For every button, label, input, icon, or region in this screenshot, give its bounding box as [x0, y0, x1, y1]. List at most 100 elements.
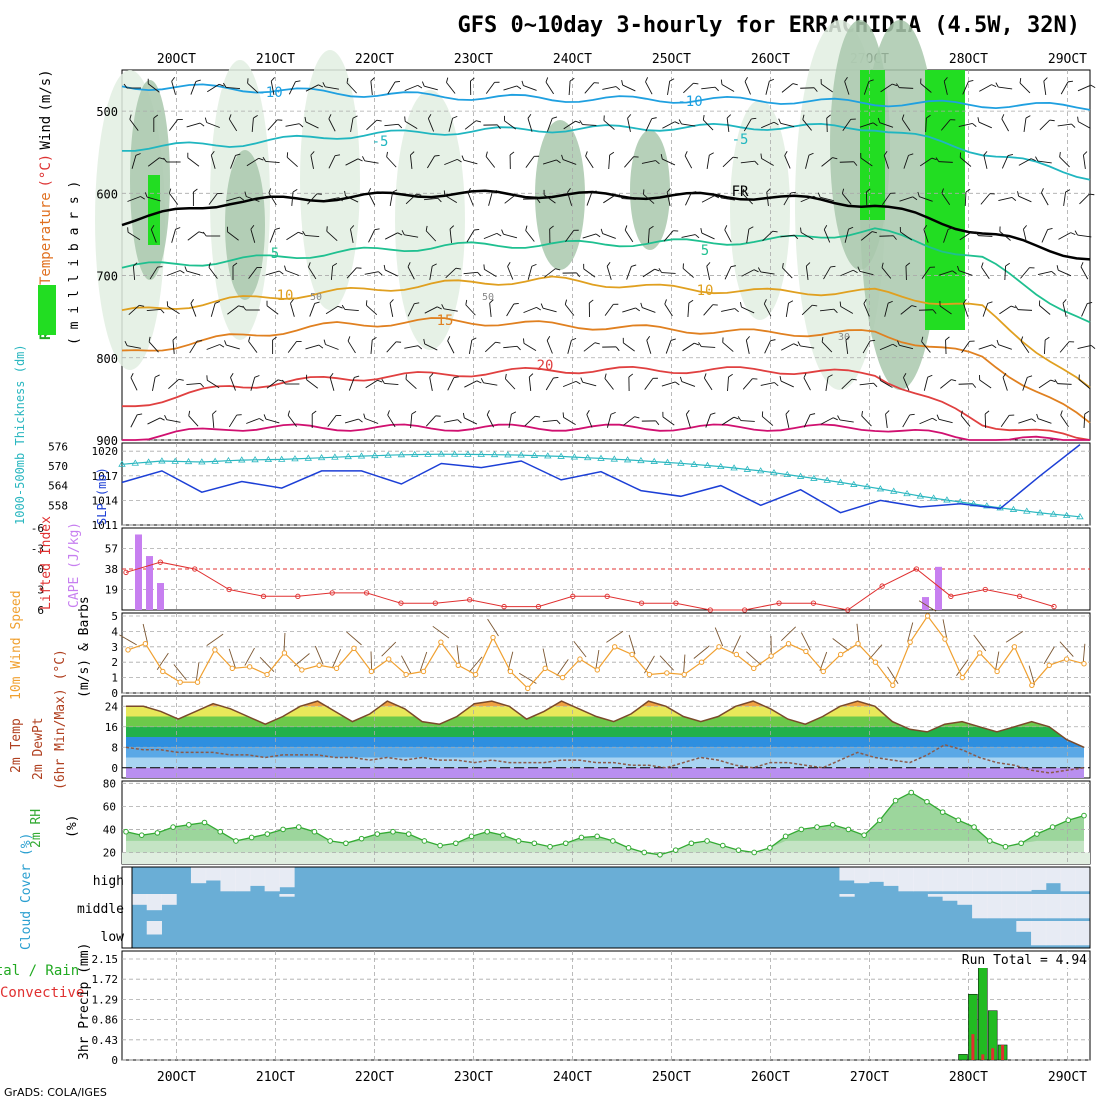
wind-barb	[344, 190, 359, 203]
wind-barb	[984, 410, 990, 429]
wind-barb	[250, 375, 260, 391]
wind-barb	[272, 336, 277, 354]
wind-barb	[823, 225, 831, 243]
wind-barb	[925, 114, 931, 133]
y-tick-pressure: 900	[96, 434, 118, 448]
wind-barb	[423, 197, 442, 203]
isotherm-label: 5	[271, 246, 279, 262]
wind-barb	[746, 226, 754, 243]
wind-speed-point	[820, 668, 826, 675]
wind-barb	[127, 196, 146, 202]
cloud-cell-middle	[146, 894, 162, 911]
wind-barb	[1001, 154, 1014, 169]
wind-barb	[344, 418, 363, 424]
wind-barb	[323, 339, 339, 350]
wind-barb	[306, 374, 319, 389]
wind-barb	[661, 381, 680, 387]
wind-barb-10m	[800, 632, 811, 651]
wind-barb	[310, 151, 315, 169]
wind-barb	[250, 225, 256, 243]
wind-barb	[350, 115, 358, 132]
chart-title: GFS 0~10day 3-hourly for ERRACHIDIA (4.5…	[457, 13, 1080, 38]
rh-point	[751, 849, 757, 856]
wind-speed-point	[333, 665, 340, 672]
rh-point	[500, 832, 506, 838]
wind-barb	[346, 77, 357, 94]
wind-barb-10m	[573, 640, 587, 658]
wind-barb	[760, 382, 779, 387]
rh-point	[547, 843, 553, 850]
wind-barb	[682, 342, 700, 352]
wind-speed-point	[977, 650, 983, 656]
wind-barb	[172, 336, 178, 355]
wind-barb	[470, 77, 475, 96]
cloud-cell-middle	[839, 894, 855, 897]
wind-barb	[270, 77, 275, 95]
wind-barb	[228, 114, 238, 132]
y-tick-thickness: 558	[48, 499, 68, 512]
wind-barb	[329, 373, 335, 391]
wind-barb	[424, 306, 442, 314]
wind-barb	[389, 189, 398, 206]
wind-barb	[404, 345, 423, 350]
wind-barb	[683, 82, 699, 94]
wind-barb	[859, 382, 878, 388]
panel-frame-3	[121, 612, 1091, 694]
wind-speed-point	[281, 650, 288, 656]
wind-barb	[600, 228, 616, 239]
ylabel-rh-unit: (%)	[65, 815, 80, 838]
wind-barb	[144, 192, 161, 202]
wind-barb	[522, 198, 541, 204]
rh-point	[1049, 824, 1056, 830]
wind-speed-point	[455, 662, 461, 668]
wind-barb	[943, 227, 953, 243]
y-tick-cape: 57	[105, 543, 118, 556]
wind-barb	[757, 267, 775, 275]
wind-barb	[720, 79, 735, 92]
wind-barb-10m	[156, 652, 169, 670]
wind-barb	[524, 415, 541, 427]
wind-barb	[646, 336, 652, 354]
rh-point	[672, 847, 679, 853]
wind-barb	[761, 411, 774, 426]
ylabel-rh: 2m RH	[29, 809, 44, 848]
wind-barb	[964, 188, 971, 207]
precip-conv-bar	[991, 1048, 995, 1060]
wind-barb	[885, 410, 890, 429]
wind-barb	[780, 234, 799, 240]
wind-barb	[860, 231, 877, 241]
wind-barb	[580, 377, 597, 387]
cloud-cell-high	[839, 867, 855, 881]
wind-barb	[387, 81, 401, 95]
wind-barb	[302, 230, 320, 238]
wind-barb	[464, 380, 482, 388]
rh-point	[610, 838, 616, 844]
wind-barb	[1074, 230, 1092, 238]
y-tick-temp: 0	[111, 762, 118, 775]
wind-barb	[305, 344, 324, 350]
wind-barb	[1080, 262, 1089, 280]
wind-speed-point	[872, 659, 879, 665]
wind-barb	[960, 410, 971, 427]
cape-bar	[935, 566, 942, 610]
wind-barb	[902, 413, 915, 428]
wind-barb	[488, 189, 498, 206]
cloud-cell-middle	[942, 894, 958, 901]
wind-barb-10m	[693, 645, 710, 659]
wind-barb	[540, 303, 557, 313]
wind-barb	[879, 235, 897, 240]
wind-barb	[721, 308, 739, 313]
wind-speed-point	[594, 667, 601, 673]
wind-barb	[184, 266, 201, 276]
wind-barb	[618, 194, 637, 200]
wind-barb	[244, 191, 260, 202]
wind-barb	[501, 229, 518, 239]
wind-barb	[624, 156, 639, 168]
wind-barb	[841, 188, 852, 205]
ylabel-li: Lifted Index	[39, 516, 54, 610]
wind-barb	[660, 154, 676, 166]
rh-point	[704, 838, 710, 844]
wind-speed-point	[420, 668, 427, 675]
wind-barb	[290, 299, 295, 317]
wind-speed-point	[194, 679, 201, 685]
